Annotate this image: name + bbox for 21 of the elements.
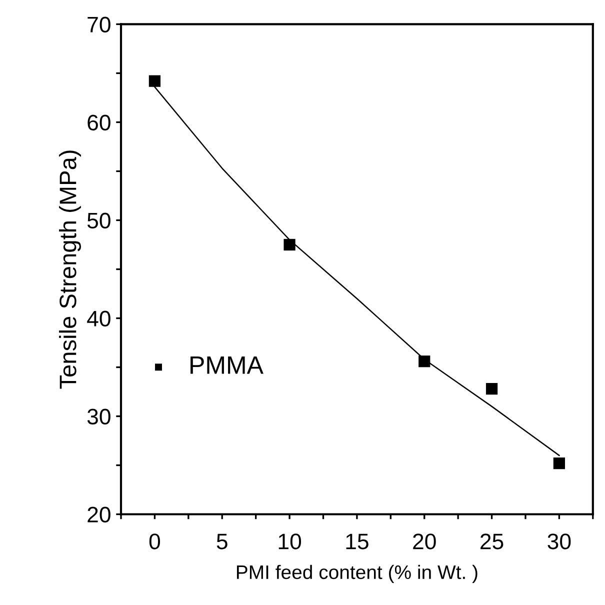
y-axis-title: Tensile Strength (MPa) xyxy=(58,150,82,389)
point xyxy=(418,356,430,368)
x-tick-label: 25 xyxy=(480,534,504,550)
y-tick-label: 40 xyxy=(87,310,110,326)
y-tick-label: 70 xyxy=(88,16,110,32)
x-tick-label: 0 xyxy=(149,534,160,550)
y-tick-label: 50 xyxy=(87,212,110,228)
y-tick-label: 20 xyxy=(88,506,110,523)
x-axis-title: PMI feed content (% in Wt. ) xyxy=(236,564,478,583)
x-tick-label: 20 xyxy=(413,534,436,550)
y-tick-label: 30 xyxy=(87,408,110,425)
point xyxy=(148,75,161,87)
x-tick-label: 5 xyxy=(216,534,228,550)
x-tick-label: 10 xyxy=(278,534,302,550)
x-tick-label: 30 xyxy=(548,534,571,550)
point xyxy=(486,382,498,395)
point xyxy=(284,238,296,251)
y-tick-label: 60 xyxy=(88,114,110,130)
point xyxy=(553,457,566,470)
x-tick-label: 15 xyxy=(346,534,368,550)
legend-label: PMMA xyxy=(190,356,264,374)
